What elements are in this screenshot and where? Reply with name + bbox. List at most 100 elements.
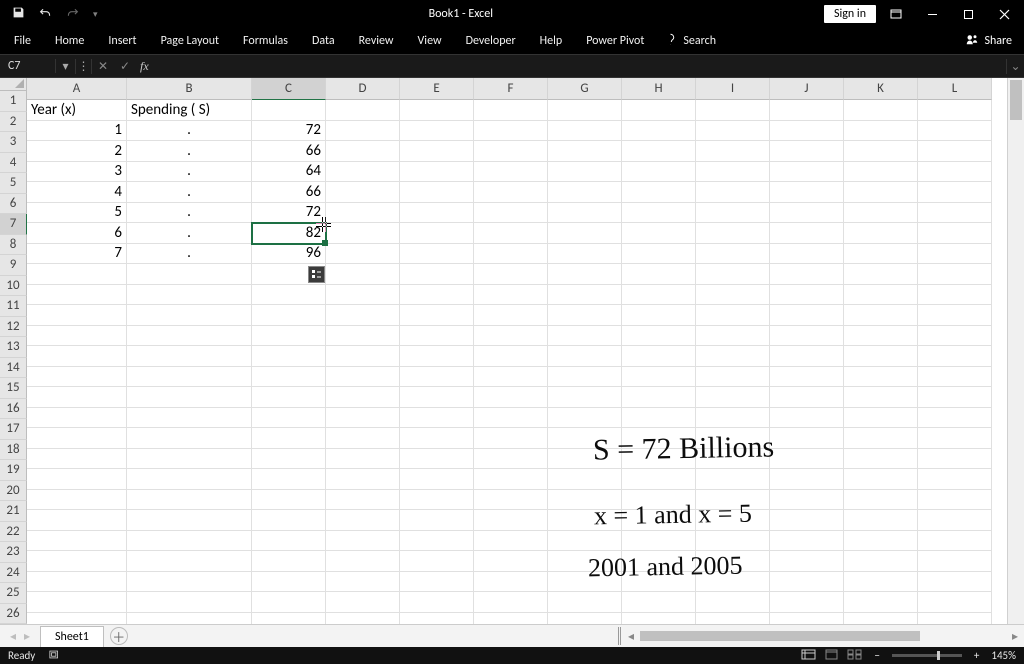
cell[interactable] [844,121,918,142]
cell[interactable] [918,510,992,531]
cell[interactable]: 5 [27,203,127,224]
cell[interactable] [400,141,474,162]
tab-help[interactable]: Help [528,29,575,53]
cell[interactable] [474,182,548,203]
cell[interactable] [918,264,992,285]
cell[interactable]: 72 [252,203,326,224]
cell[interactable] [918,490,992,511]
cell[interactable] [548,367,622,388]
cell[interactable] [844,264,918,285]
insert-function-icon[interactable]: fx [136,59,153,74]
cell[interactable] [770,449,844,470]
cell[interactable] [127,367,252,388]
cell[interactable]: . [127,244,252,265]
column-header[interactable]: F [474,78,548,100]
row-header[interactable]: 1 [0,91,27,112]
cell[interactable] [326,182,400,203]
cell[interactable] [326,100,400,121]
row-header[interactable]: 13 [0,337,27,358]
cell[interactable] [918,244,992,265]
tab-home[interactable]: Home [43,29,96,53]
cell[interactable]: Spending ( S) [127,100,252,121]
cell[interactable] [252,449,326,470]
cell[interactable] [326,592,400,613]
cell[interactable] [326,449,400,470]
cell[interactable] [474,572,548,593]
cell[interactable] [844,551,918,572]
cell[interactable] [548,346,622,367]
cell[interactable] [400,572,474,593]
cell[interactable]: 66 [252,141,326,162]
cell[interactable] [474,510,548,531]
cell[interactable] [622,367,696,388]
cell[interactable] [918,203,992,224]
cell[interactable] [27,572,127,593]
cell[interactable] [474,613,548,625]
cell[interactable] [770,162,844,183]
cell[interactable]: . [127,223,252,244]
cell[interactable] [474,326,548,347]
cell[interactable] [844,613,918,625]
cell[interactable] [252,490,326,511]
cell[interactable] [770,305,844,326]
cell[interactable] [770,531,844,552]
cell[interactable] [770,223,844,244]
cell[interactable] [696,285,770,306]
cell[interactable] [770,613,844,625]
tab-page-layout[interactable]: Page Layout [149,29,231,53]
column-header[interactable]: K [844,78,918,100]
tab-review[interactable]: Review [347,29,406,53]
cell[interactable] [326,510,400,531]
cell[interactable] [696,244,770,265]
cell[interactable] [27,264,127,285]
cell[interactable] [474,531,548,552]
cell[interactable] [918,449,992,470]
cell[interactable] [400,100,474,121]
cell[interactable] [326,387,400,408]
cell[interactable] [696,121,770,142]
cell[interactable] [326,531,400,552]
cell[interactable] [127,592,252,613]
cell[interactable] [474,428,548,449]
cell[interactable] [400,490,474,511]
cell[interactable] [27,613,127,625]
cell[interactable] [326,326,400,347]
cell[interactable] [474,121,548,142]
cell[interactable] [400,531,474,552]
cell[interactable] [918,428,992,449]
cell[interactable] [770,285,844,306]
minimize-icon[interactable] [916,0,948,28]
cell[interactable] [27,326,127,347]
cell[interactable] [844,223,918,244]
cell[interactable] [127,510,252,531]
cell[interactable]: Year (x) [27,100,127,121]
row-header[interactable]: 4 [0,153,27,174]
tab-data[interactable]: Data [300,29,347,53]
cell[interactable] [474,490,548,511]
cell[interactable] [400,121,474,142]
cell[interactable] [127,264,252,285]
cell[interactable] [252,510,326,531]
cell[interactable] [127,449,252,470]
cell[interactable] [696,367,770,388]
cell[interactable] [127,490,252,511]
cell[interactable] [696,100,770,121]
cell[interactable] [918,285,992,306]
cell[interactable] [474,469,548,490]
cell[interactable] [918,182,992,203]
cell[interactable] [326,572,400,593]
row-header[interactable]: 17 [0,419,27,440]
cell[interactable] [918,100,992,121]
cell[interactable] [844,592,918,613]
cell[interactable] [918,346,992,367]
tell-me-search[interactable]: Search [677,29,728,53]
cell[interactable] [696,387,770,408]
cell[interactable] [770,326,844,347]
cell[interactable] [548,387,622,408]
cell[interactable] [548,285,622,306]
cell[interactable] [844,346,918,367]
cell[interactable] [696,408,770,429]
cell[interactable] [622,592,696,613]
cell[interactable] [27,449,127,470]
cell[interactable] [252,531,326,552]
